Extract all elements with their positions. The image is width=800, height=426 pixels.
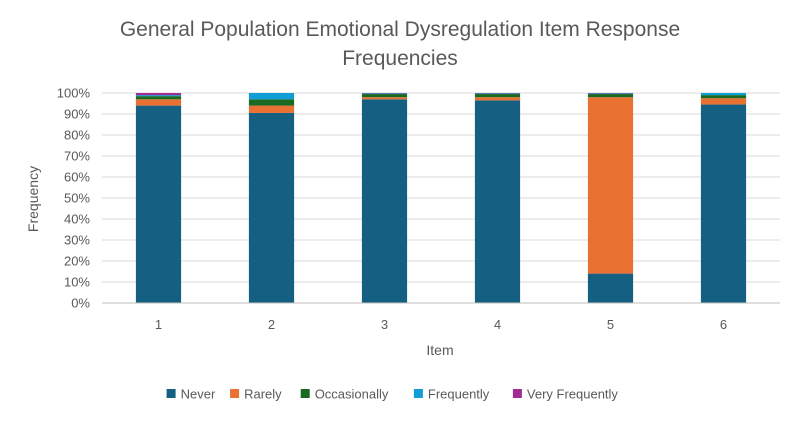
legend-label-occasionally: Occasionally bbox=[315, 387, 389, 402]
legend-swatch-occasionally bbox=[301, 389, 310, 398]
bar-item-6-rarely bbox=[701, 98, 746, 104]
bar-item-6-never bbox=[701, 105, 746, 303]
y-tick-label: 0% bbox=[71, 296, 90, 311]
y-tick-label: 30% bbox=[64, 233, 90, 248]
x-axis-title: Item bbox=[426, 342, 453, 358]
y-tick-label: 70% bbox=[64, 149, 90, 164]
bar-item-5-never bbox=[588, 274, 633, 303]
x-tick-label: 3 bbox=[381, 317, 388, 332]
y-tick-label: 20% bbox=[64, 254, 90, 269]
chart-title-line-1: General Population Emotional Dysregulati… bbox=[120, 18, 680, 41]
y-tick-label: 10% bbox=[64, 275, 90, 290]
legend-label-rarely: Rarely bbox=[244, 387, 282, 402]
bar-item-3-rarely bbox=[362, 97, 407, 99]
bar-item-6-occasionally bbox=[701, 95, 746, 98]
x-tick-label: 1 bbox=[155, 317, 162, 332]
legend-swatch-rarely bbox=[230, 389, 239, 398]
bar-item-1-occasionally bbox=[136, 96, 181, 99]
bar-item-2-occasionally bbox=[249, 99, 294, 105]
y-tick-label: 60% bbox=[64, 170, 90, 185]
chart-title-line-2: Frequencies bbox=[342, 47, 458, 70]
legend-label-very-frequently: Very Frequently bbox=[527, 387, 619, 402]
bar-item-3-frequently bbox=[362, 93, 407, 94]
y-axis-title: Frequency bbox=[25, 166, 41, 232]
bar-item-1-never bbox=[136, 106, 181, 303]
bar-item-5-frequently bbox=[588, 93, 633, 94]
bar-item-3-occasionally bbox=[362, 94, 407, 97]
x-tick-label: 2 bbox=[268, 317, 275, 332]
legend-label-frequently: Frequently bbox=[428, 387, 490, 402]
legend-swatch-never bbox=[167, 389, 176, 398]
bar-item-1-frequently bbox=[136, 95, 181, 96]
bar-item-2-never bbox=[249, 113, 294, 303]
chart-title: General Population Emotional Dysregulati… bbox=[120, 18, 680, 70]
x-tick-label: 4 bbox=[494, 317, 501, 332]
legend: Never Rarely Occasionally Frequently Very Fr… bbox=[167, 387, 619, 402]
y-tick-label: 80% bbox=[64, 128, 90, 143]
legend-swatch-very-frequently bbox=[513, 389, 522, 398]
gridlines bbox=[102, 93, 780, 282]
x-tick-label: 6 bbox=[720, 317, 727, 332]
bar-item-1-very-frequently bbox=[136, 93, 181, 95]
bar-item-1-rarely bbox=[136, 99, 181, 105]
bar-item-5-rarely bbox=[588, 97, 633, 273]
bar-item-4-never bbox=[475, 100, 520, 303]
legend-swatch-frequently bbox=[414, 389, 423, 398]
bar-item-2-frequently bbox=[249, 93, 294, 99]
y-tick-label: 90% bbox=[64, 107, 90, 122]
y-tick-label: 100% bbox=[57, 86, 91, 101]
x-tick-label: 5 bbox=[607, 317, 614, 332]
y-tick-label: 50% bbox=[64, 191, 90, 206]
bar-item-2-rarely bbox=[249, 106, 294, 113]
bar-item-5-occasionally bbox=[588, 94, 633, 97]
legend-label-never: Never bbox=[181, 387, 216, 402]
y-tick-label: 40% bbox=[64, 212, 90, 227]
bar-item-4-frequently bbox=[475, 93, 520, 94]
bar-item-4-occasionally bbox=[475, 94, 520, 97]
bar-item-4-rarely bbox=[475, 97, 520, 100]
bar-item-3-never bbox=[362, 99, 407, 303]
bar-item-6-frequently bbox=[701, 93, 746, 95]
